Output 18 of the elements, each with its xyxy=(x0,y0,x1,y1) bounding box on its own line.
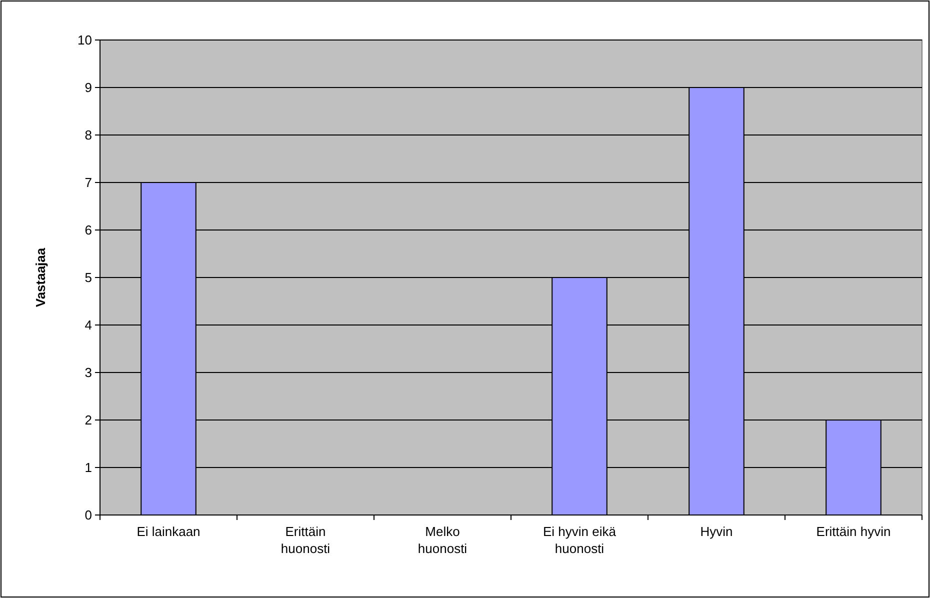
y-tick-label: 8 xyxy=(84,128,92,143)
y-tick-label: 10 xyxy=(78,32,92,48)
y-tick-label: 1 xyxy=(84,460,92,476)
x-tick-label: Erittäin hyvin xyxy=(816,524,891,539)
y-tick-label: 6 xyxy=(84,222,92,238)
y-tick-label: 0 xyxy=(84,508,92,523)
y-axis-title: Vastaajaa xyxy=(33,247,48,308)
y-tick-label: 5 xyxy=(84,270,92,286)
x-tick-label: Hyvin xyxy=(700,524,733,539)
x-tick-label: Ei lainkaan xyxy=(136,524,200,539)
x-tick-label: Melko huonosti xyxy=(418,524,468,556)
y-tick-label: 7 xyxy=(84,175,92,190)
y-tick-label: 2 xyxy=(84,412,92,428)
x-tick-label: Erittäin huonosti xyxy=(280,524,330,556)
x-tick-label: Ei hyvin eikä huonosti xyxy=(543,524,617,556)
y-tick-label: 4 xyxy=(84,318,92,333)
y-tick-label: 3 xyxy=(84,365,92,380)
y-tick-label: 9 xyxy=(84,80,92,96)
